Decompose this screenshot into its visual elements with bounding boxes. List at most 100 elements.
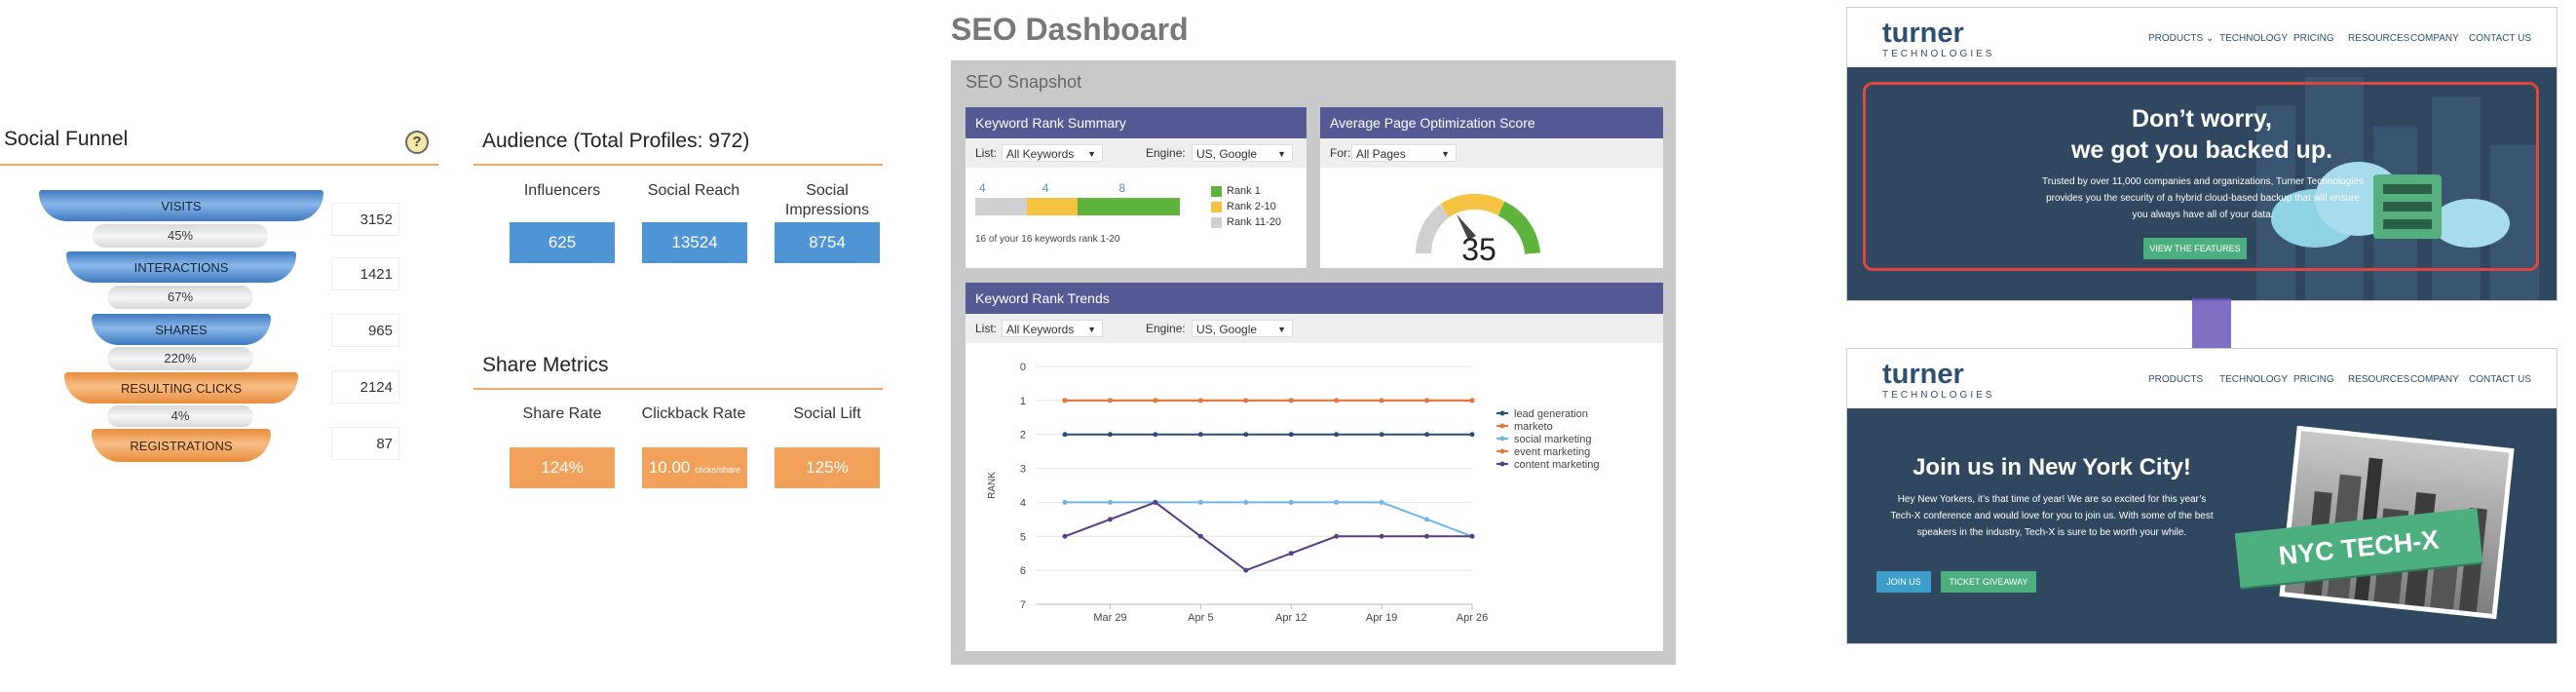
panel-header: Average Page Optimization Score (1320, 107, 1663, 138)
nav-technology[interactable]: TECHNOLOGY (2219, 374, 2289, 385)
gauge-needle (1457, 214, 1476, 240)
data-point (1197, 533, 1203, 539)
legend-label: lead generation (1514, 408, 1588, 420)
data-point (1197, 499, 1203, 505)
nav-technology[interactable]: TECHNOLOGY (2219, 33, 2289, 44)
funnel-stage-label: REGISTRATIONS (130, 439, 233, 453)
funnel-stage-visits: VISITS (39, 190, 323, 221)
legend-label: social marketing (1514, 434, 1591, 445)
data-point (1288, 551, 1294, 557)
engine-select-value: US, Google (1196, 147, 1258, 161)
y-axis-label: RANK (987, 472, 998, 499)
seo-snapshot-title: SEO Snapshot (966, 72, 1082, 92)
legend-label: Rank 1 (1227, 185, 1261, 197)
optimization-score-panel: Average Page Optimization Score For: All… (1320, 107, 1663, 268)
data-point (1062, 533, 1068, 539)
join-us-button[interactable]: JOIN US (1876, 571, 1931, 593)
engine-label: Engine: (1146, 146, 1186, 160)
site-nav: turner TECHNOLOGIES PRODUCTS ⌄ TECHNOLOG… (1847, 8, 2557, 67)
funnel-stage-registrations: REGISTRATIONS (92, 429, 271, 462)
nav-pricing[interactable]: PRICING (2293, 33, 2334, 44)
pages-select-value: All Pages (1356, 147, 1406, 161)
legend-marker (1499, 410, 1505, 416)
data-point (1288, 432, 1294, 438)
data-point (1107, 432, 1113, 438)
list-label: List: (975, 146, 998, 160)
engine-select[interactable]: US, Google ▼ (1192, 320, 1293, 337)
data-point (1334, 398, 1340, 404)
ticket-giveaway-button[interactable]: TICKET GIVEAWAY (1941, 571, 2036, 593)
list-select[interactable]: All Keywords ▼ (1002, 144, 1103, 162)
nav-company[interactable]: COMPANY (2410, 33, 2459, 44)
legend-swatch (1211, 186, 1222, 197)
nav-pricing[interactable]: PRICING (2293, 374, 2334, 385)
data-point (1153, 432, 1158, 438)
nav-products[interactable]: PRODUCTS (2148, 374, 2204, 385)
legend-label: marketo (1514, 421, 1553, 433)
gauge-segment-high (1497, 201, 1540, 255)
nav-company[interactable]: COMPANY (2410, 374, 2459, 385)
data-point (1469, 398, 1475, 404)
social-impressions-label: Social Impressions (784, 182, 870, 218)
funnel-conversion: 67% (107, 286, 253, 309)
y-tick-label: 2 (1020, 430, 1026, 442)
brand-logo[interactable]: turner (1882, 18, 1964, 49)
brand-logo[interactable]: turner (1882, 359, 1964, 390)
legend-label: Rank 11-20 (1227, 216, 1282, 228)
data-point (1243, 567, 1249, 573)
funnel-stage-label: INTERACTIONS (133, 260, 229, 275)
data-point (1243, 499, 1249, 505)
data-point (1062, 398, 1068, 404)
rank-trend-chart: 0 1 2 3 4 5 6 7 Mar 29 Apr 5 Apr 12 Apr 19 Apr 26 RAN… (987, 362, 1599, 624)
rank-bar-segment (975, 198, 1027, 215)
y-tick-label: 0 (1020, 362, 1026, 373)
engine-select[interactable]: US, Google ▼ (1192, 144, 1293, 162)
panel-filter-bar: List: All Keywords ▼ Engine: US, Google ▼ (966, 138, 1307, 168)
data-point (1424, 398, 1430, 404)
nav-resources[interactable]: RESOURCES (2348, 33, 2410, 44)
nav-resources[interactable]: RESOURCES (2348, 374, 2410, 385)
rank-bar-label: 8 (1118, 181, 1126, 195)
social-reach-value: 13524 (642, 222, 747, 263)
panel-filter-bar: List: All Keywords ▼ Engine: US, Google ▼ (966, 314, 1663, 343)
list-label: List: (975, 322, 998, 335)
rank-bar-segment (1026, 198, 1078, 215)
turner-site-top: turner TECHNOLOGIES PRODUCTS ⌄ TECHNOLOG… (1847, 8, 2557, 300)
series-line (1065, 501, 1473, 538)
x-tick-label: Apr 26 (1457, 612, 1488, 624)
funnel-value-visits: 3152 (331, 203, 399, 236)
data-point (1379, 432, 1384, 438)
legend-marker (1499, 461, 1505, 467)
data-point (1424, 517, 1430, 522)
clickback-rate-label: Clickback Rate (641, 405, 746, 422)
data-point (1334, 432, 1340, 438)
funnel-stage-label: VISITS (161, 199, 202, 213)
hero-headline: Join us in New York City! (1913, 454, 2191, 481)
social-funnel-title: Social Funnel (4, 128, 129, 150)
brand-tagline: TECHNOLOGIES (1882, 390, 1995, 401)
nav-products[interactable]: PRODUCTS ⌄ (2148, 33, 2215, 44)
nav-contact[interactable]: CONTACT US (2469, 374, 2532, 385)
data-point (1243, 432, 1249, 438)
view-features-button[interactable]: VIEW THE FEATURES (2143, 238, 2247, 259)
hero-headline-1: Don’t worry, (2132, 105, 2272, 133)
data-point (1288, 398, 1294, 404)
y-tick-label: 1 (1020, 396, 1026, 407)
nav-contact[interactable]: CONTACT US (2469, 33, 2532, 44)
list-select[interactable]: All Keywords ▼ (1002, 320, 1103, 337)
influencers-value: 625 (510, 222, 615, 263)
data-point (1243, 398, 1249, 404)
pages-select[interactable]: All Pages ▼ (1351, 144, 1457, 162)
legend-label: content marketing (1514, 459, 1599, 471)
data-point (1379, 533, 1384, 539)
data-point (1379, 499, 1384, 505)
server-slot (2383, 202, 2432, 211)
data-point (1424, 533, 1430, 539)
help-icon[interactable]: ? (405, 131, 429, 154)
panel-header: Keyword Rank Summary (966, 107, 1307, 138)
data-point (1469, 432, 1475, 438)
y-tick-label: 3 (1020, 464, 1026, 476)
funnel-stage-label: RESULTING CLICKS (120, 381, 242, 396)
legend-marker (1499, 423, 1505, 429)
server-slot (2383, 219, 2432, 229)
